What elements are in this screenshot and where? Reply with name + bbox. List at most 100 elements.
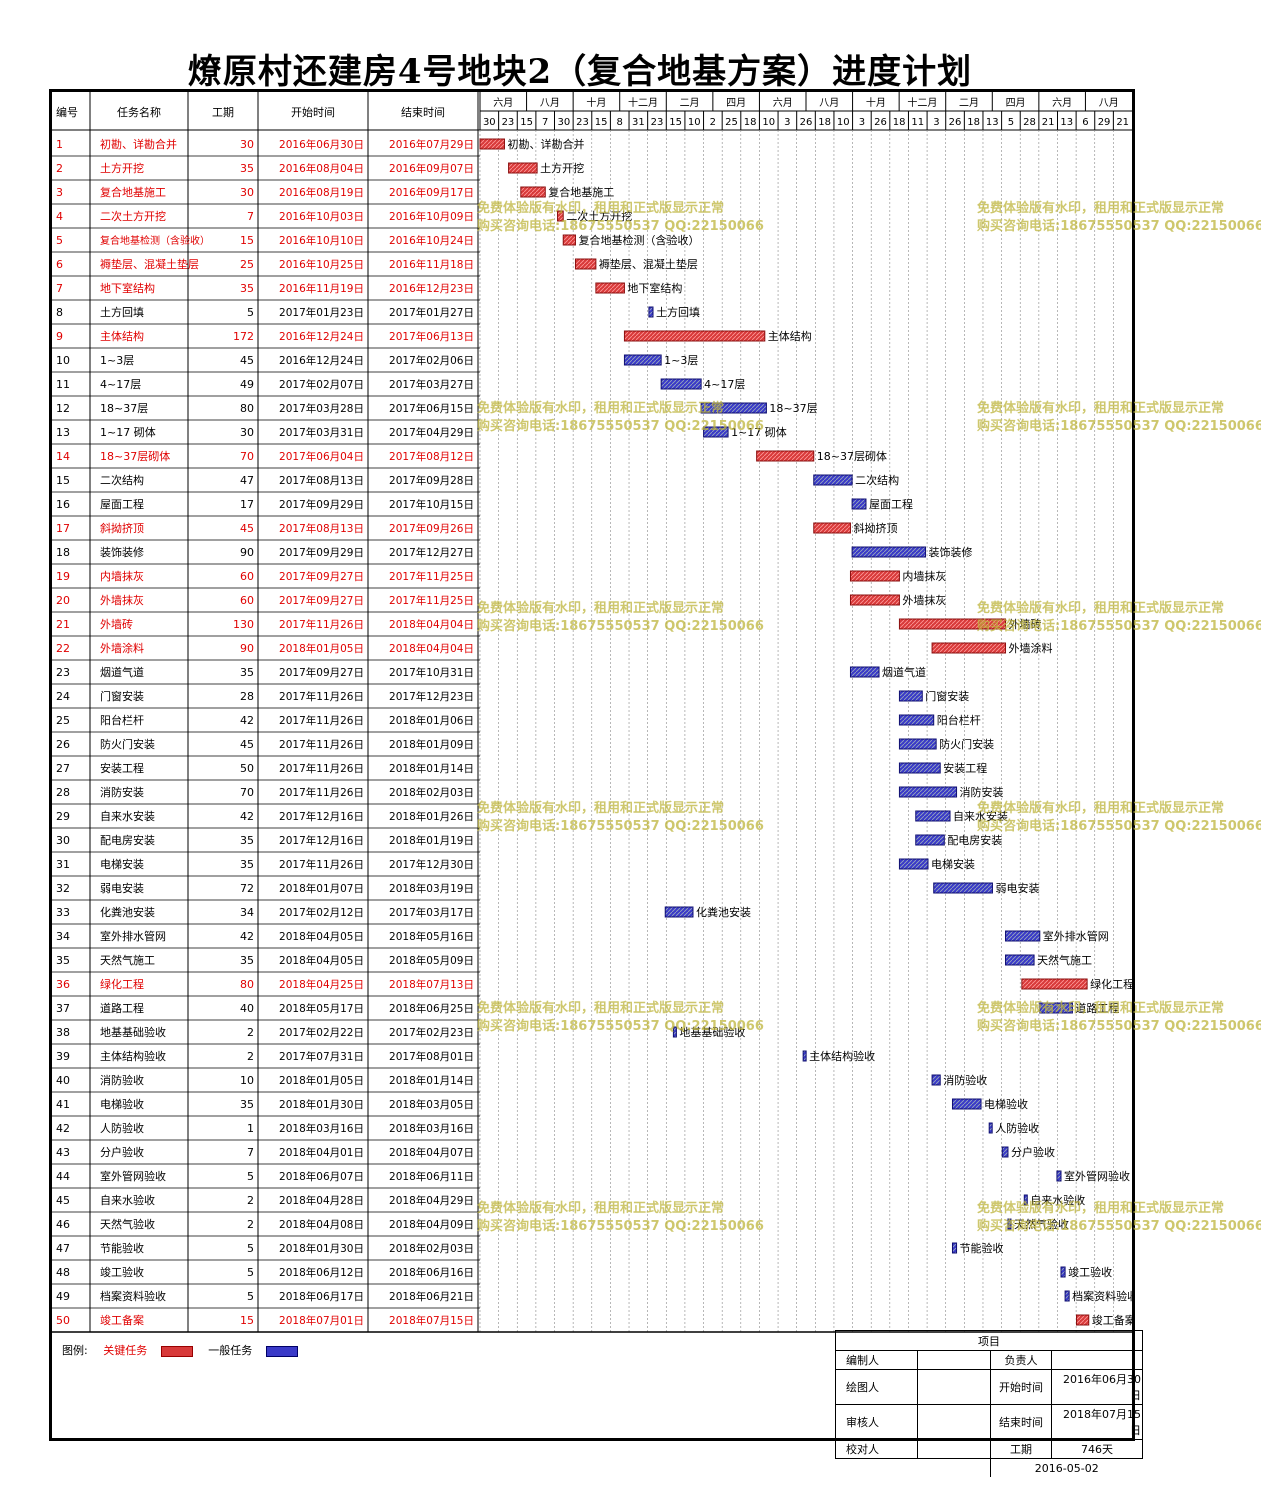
task-name: 初勘、详勘合并	[100, 137, 177, 151]
day-label: 21	[1116, 117, 1129, 128]
task-bar-label: 主体结构	[768, 329, 812, 343]
task-end: 2017年03月27日	[389, 378, 474, 391]
task-end: 2017年02月06日	[389, 354, 474, 367]
task-id: 8	[56, 306, 63, 319]
task-id: 41	[56, 1098, 70, 1111]
task-duration: 2	[247, 1194, 254, 1207]
day-label: 8	[617, 117, 623, 128]
task-end: 2016年12月23日	[389, 282, 474, 295]
column-header: 任务名称	[117, 105, 161, 119]
task-start: 2018年03月16日	[279, 1122, 364, 1135]
task-name: 化粪池安装	[100, 905, 155, 919]
task-duration: 34	[240, 906, 254, 919]
task-duration: 28	[240, 690, 254, 703]
legend-title: 图例:	[62, 1344, 88, 1357]
day-label: 11	[911, 117, 924, 128]
task-start: 2017年09月27日	[279, 594, 364, 607]
task-bar	[849, 666, 880, 678]
task-duration: 70	[240, 786, 254, 799]
task-end: 2018年01月09日	[389, 738, 474, 751]
task-id: 33	[56, 906, 70, 919]
task-end: 2017年11月25日	[389, 594, 474, 607]
task-bar-label: 斜拗挤顶	[853, 521, 897, 535]
task-bar-label: 内墙抹灰	[902, 569, 946, 583]
task-name: 防火门安装	[100, 737, 155, 751]
signoff-project-label: 项目	[835, 1330, 1143, 1351]
task-duration: 5	[247, 1170, 254, 1183]
signoff-value: 2018年07月15日	[1051, 1404, 1143, 1440]
task-id: 6	[56, 258, 63, 271]
task-start: 2017年08月13日	[279, 522, 364, 535]
task-duration: 60	[240, 594, 254, 607]
month-label: 六月	[1052, 97, 1072, 109]
signoff-value	[917, 1404, 991, 1440]
task-duration: 45	[240, 522, 254, 535]
month-label: 六月	[493, 97, 513, 109]
task-bar	[1005, 954, 1035, 966]
signoff-value: 746天	[1051, 1439, 1143, 1459]
task-duration: 30	[240, 426, 254, 439]
task-duration: 25	[240, 258, 254, 271]
task-start: 2016年08月19日	[279, 186, 364, 199]
task-id: 45	[56, 1194, 70, 1207]
month-label: 八月	[819, 97, 839, 109]
task-start: 2017年02月22日	[279, 1026, 364, 1039]
task-id: 18	[56, 546, 70, 559]
task-start: 2017年11月26日	[279, 714, 364, 727]
task-id: 43	[56, 1146, 70, 1159]
task-start: 2018年01月05日	[279, 1074, 364, 1087]
task-name: 弱电安装	[100, 881, 144, 895]
task-bar-label: 4~17层	[704, 378, 745, 391]
task-duration: 35	[240, 954, 254, 967]
task-bar	[849, 570, 900, 582]
task-bar	[1007, 1218, 1012, 1230]
signoff-value	[917, 1439, 991, 1459]
task-bar-label: 竣工验收	[1068, 1265, 1112, 1279]
legend-normal-label: 一般任务	[208, 1344, 253, 1357]
task-end: 2018年06月21日	[389, 1290, 474, 1303]
task-duration: 5	[247, 1242, 254, 1255]
task-bar	[933, 882, 993, 894]
task-start: 2018年05月17日	[279, 1002, 364, 1015]
task-bar	[951, 1242, 958, 1254]
task-duration: 35	[240, 834, 254, 847]
task-bar	[1023, 1194, 1028, 1206]
task-id: 3	[56, 186, 63, 199]
day-label: 21	[1042, 117, 1055, 128]
task-bar-label: 1~3层	[664, 354, 698, 367]
signoff-key: 绘图人	[835, 1369, 918, 1405]
task-start: 2016年08月04日	[279, 162, 364, 175]
task-start: 2018年01月05日	[279, 642, 364, 655]
task-name: 褥垫层、混凝土垫层	[100, 257, 199, 271]
task-end: 2017年03月17日	[389, 906, 474, 919]
task-name: 天然气施工	[100, 953, 155, 967]
task-bar	[1076, 1314, 1090, 1326]
task-name: 土方回填	[100, 305, 144, 319]
task-bar	[951, 1098, 982, 1110]
task-end: 2018年04月04日	[389, 642, 474, 655]
task-id: 1	[56, 138, 63, 151]
task-bar-label: 门窗安装	[925, 689, 969, 703]
day-label: 15	[595, 117, 608, 128]
task-name: 节能验收	[100, 1241, 144, 1255]
task-end: 2018年03月16日	[389, 1122, 474, 1135]
task-id: 23	[56, 666, 70, 679]
task-name: 主体结构	[100, 329, 144, 343]
task-end: 2018年03月05日	[389, 1098, 474, 1111]
task-start: 2017年11月26日	[279, 786, 364, 799]
task-duration: 90	[240, 642, 254, 655]
task-id: 26	[56, 738, 70, 751]
task-bar-label: 天然气验收	[1014, 1217, 1069, 1231]
task-duration: 7	[247, 1146, 254, 1159]
task-bar-label: 18~37层砌体	[817, 449, 887, 463]
task-bar	[898, 618, 1007, 630]
task-start: 2017年11月26日	[279, 858, 364, 871]
task-name: 道路工程	[100, 1001, 144, 1015]
day-label: 23	[576, 117, 589, 128]
task-bar-label: 褥垫层、混凝土垫层	[599, 257, 698, 271]
day-label: 15	[669, 117, 682, 128]
task-bar	[479, 138, 505, 150]
task-name: 天然气验收	[100, 1217, 155, 1231]
task-bar-label: 自来水安装	[953, 809, 1008, 823]
